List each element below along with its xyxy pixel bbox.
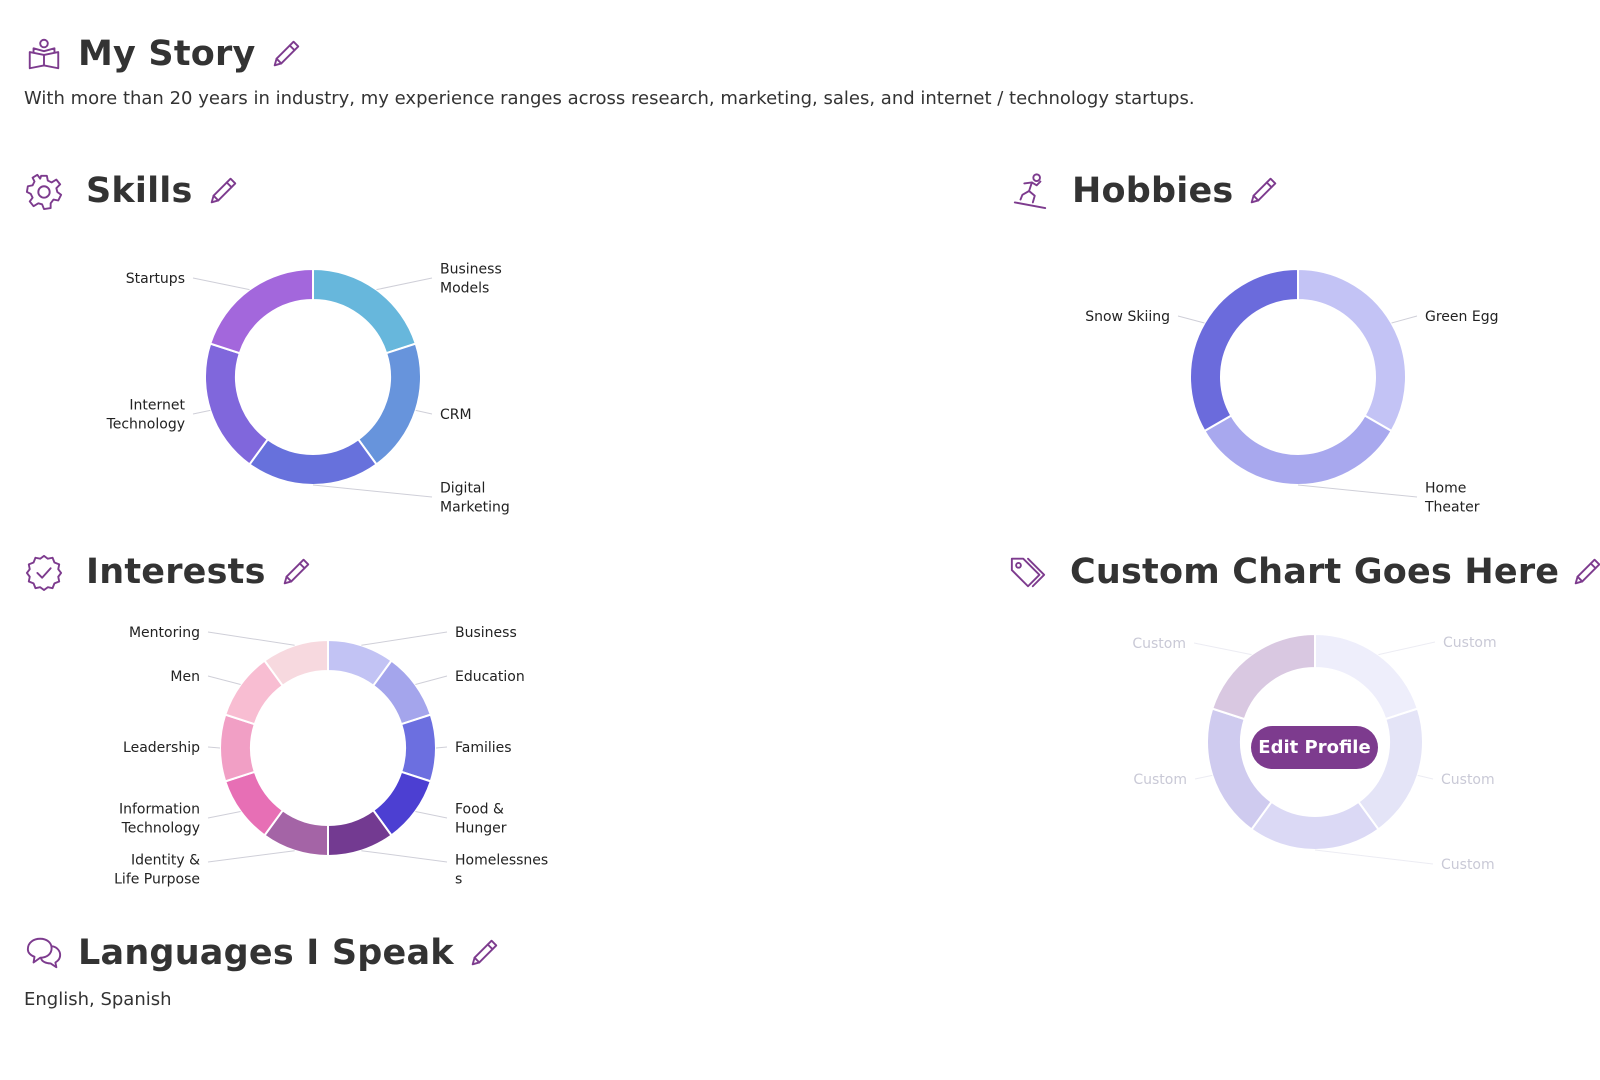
donut-slice xyxy=(1211,632,1316,721)
hobbies-header: Hobbies xyxy=(1010,171,1281,211)
languages-text: English, Spanish xyxy=(24,989,172,1010)
donut-slice xyxy=(312,267,417,355)
chart-label: Food & Hunger xyxy=(455,802,507,837)
chart-label: Leadership xyxy=(123,740,200,756)
label-leader-line xyxy=(1378,641,1436,656)
donut-slice xyxy=(263,638,329,688)
custom-chart-title: Custom Chart Goes Here xyxy=(1070,552,1560,592)
languages-title: Languages I Speak xyxy=(78,933,454,973)
label-leader-line xyxy=(1177,315,1205,324)
chart-label: Internet Technology xyxy=(106,398,186,433)
label-leader-line xyxy=(1193,642,1252,656)
donut-slice xyxy=(1189,267,1299,433)
donut-slice xyxy=(219,713,257,783)
donut-slice xyxy=(1203,414,1393,486)
label-leader-line xyxy=(207,675,241,686)
label-leader-line xyxy=(435,746,448,749)
hobbies-title: Hobbies xyxy=(1072,171,1234,211)
label-leader-line xyxy=(312,484,433,498)
edit-interests-pencil-icon[interactable] xyxy=(278,554,314,590)
edit-custom-chart-pencil-icon[interactable] xyxy=(1569,554,1600,590)
chart-label: Custom xyxy=(1132,636,1186,652)
label-leader-line xyxy=(207,850,295,863)
gear-icon xyxy=(24,171,64,211)
donut-slice xyxy=(399,713,437,783)
edit-languages-pencil-icon[interactable] xyxy=(466,935,502,971)
languages-header: Languages I Speak xyxy=(24,933,502,973)
my-story-text: With more than 20 years in industry, my … xyxy=(24,88,1195,109)
chart-label: Mentoring xyxy=(129,625,200,641)
chart-label: Families xyxy=(455,740,512,756)
open-book-person-icon xyxy=(24,34,64,74)
interests-header: Interests xyxy=(24,552,314,592)
label-leader-line xyxy=(207,810,241,819)
label-leader-line xyxy=(1391,315,1418,324)
edit-my-story-pencil-icon[interactable] xyxy=(268,36,304,72)
label-leader-line xyxy=(192,409,211,415)
my-story-title: My Story xyxy=(78,34,256,74)
donut-slice xyxy=(1357,707,1424,831)
label-leader-line xyxy=(415,675,448,686)
label-leader-line xyxy=(415,409,433,415)
custom-donut-chart: Custom Custom Custom Custom Custom xyxy=(1132,632,1497,873)
chart-label: Homelessnes s xyxy=(455,853,548,888)
label-leader-line xyxy=(207,746,221,749)
donut-slice xyxy=(1314,632,1419,721)
chart-label: Custom xyxy=(1133,772,1187,788)
chat-bubbles-icon xyxy=(24,933,64,973)
skills-donut-chart: Business Models CRM Digital Marketing Interne… xyxy=(106,262,510,516)
skills-title: Skills xyxy=(86,171,193,211)
my-story-header: My Story xyxy=(24,34,304,74)
chart-label: Custom xyxy=(1443,635,1497,651)
edit-skills-pencil-icon[interactable] xyxy=(205,173,241,209)
chart-label: Custom xyxy=(1441,857,1495,873)
chart-label: Information Technology xyxy=(119,802,200,837)
chart-label: Digital Marketing xyxy=(440,481,510,516)
interests-donut-chart: Business Education Families Food & Hunger Hom… xyxy=(114,625,548,888)
label-leader-line xyxy=(361,631,448,646)
chart-label: CRM xyxy=(440,407,472,423)
edit-profile-button[interactable]: Edit Profile xyxy=(1251,726,1378,769)
donut-slice xyxy=(1297,267,1407,433)
chart-label: Identity & Life Purpose xyxy=(114,853,200,888)
donut-slice xyxy=(356,342,422,466)
edit-hobbies-pencil-icon[interactable] xyxy=(1245,173,1281,209)
chart-label: Green Egg xyxy=(1425,309,1498,325)
chart-label: Home Theater xyxy=(1424,481,1480,516)
skills-header: Skills xyxy=(24,171,241,211)
chart-label: Education xyxy=(455,669,525,685)
hobbies-donut-chart: Green Egg Home Theater Snow Skiing xyxy=(1085,267,1498,516)
interests-title: Interests xyxy=(86,552,266,592)
chart-label: Snow Skiing xyxy=(1085,309,1170,325)
chart-label: Business Models xyxy=(440,262,502,297)
label-leader-line xyxy=(1417,774,1434,780)
donut-slice xyxy=(248,437,378,486)
tags-icon xyxy=(1008,552,1048,592)
donut-slice xyxy=(1206,707,1273,831)
chart-label: Custom xyxy=(1441,772,1495,788)
snowboarder-icon xyxy=(1010,171,1050,211)
label-leader-line xyxy=(1314,849,1434,865)
label-leader-line xyxy=(376,277,433,291)
donut-slice xyxy=(1250,800,1380,851)
label-leader-line xyxy=(207,631,295,646)
label-leader-line xyxy=(192,277,250,291)
label-leader-line xyxy=(1194,774,1213,780)
custom-chart-header: Custom Chart Goes Here xyxy=(1008,552,1600,592)
label-leader-line xyxy=(1297,484,1418,498)
donut-slice xyxy=(204,342,270,466)
chart-label: Startups xyxy=(126,271,185,287)
label-leader-line xyxy=(415,810,448,819)
badge-check-icon xyxy=(24,552,64,592)
chart-label: Business xyxy=(455,625,517,641)
donut-slice xyxy=(209,267,314,355)
label-leader-line xyxy=(361,850,448,863)
chart-label: Men xyxy=(170,669,200,685)
